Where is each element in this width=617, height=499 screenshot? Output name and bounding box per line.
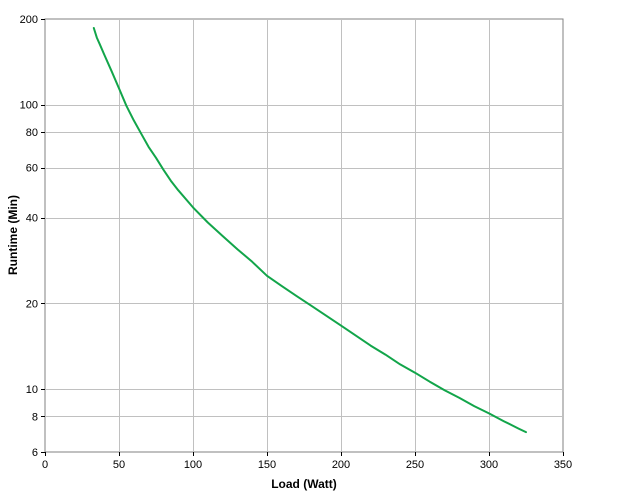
y-tick-label: 40 (26, 213, 38, 225)
x-axis-label: Load (Watt) (271, 477, 337, 491)
x-tick-label: 250 (406, 459, 424, 471)
x-tick-label: 50 (113, 459, 125, 471)
grid-lines (45, 19, 563, 452)
y-axis-label: Runtime (Min) (6, 195, 20, 275)
y-tick-label: 6 (32, 447, 38, 459)
runtime-curve (92, 27, 527, 434)
series-layer (92, 27, 527, 434)
y-tick-label: 10 (26, 384, 38, 396)
y-tick-label: 200 (20, 14, 38, 26)
axis-ticks: 0 50 100 150 200 250 300 350 6 8 10 20 40 60 80 100 200 (20, 14, 573, 471)
x-tick-label: 0 (42, 459, 48, 471)
x-tick-label: 200 (332, 459, 350, 471)
x-tick-label: 150 (258, 459, 276, 471)
y-tick-label: 8 (32, 411, 38, 423)
y-tick-label: 100 (20, 100, 38, 112)
y-tick-label: 80 (26, 127, 38, 139)
x-tick-label: 100 (184, 459, 202, 471)
y-tick-label: 20 (26, 298, 38, 310)
plot-area (44, 18, 564, 453)
x-tick-label: 350 (554, 459, 572, 471)
y-tick-label: 60 (26, 163, 38, 175)
x-tick-label: 300 (480, 459, 498, 471)
